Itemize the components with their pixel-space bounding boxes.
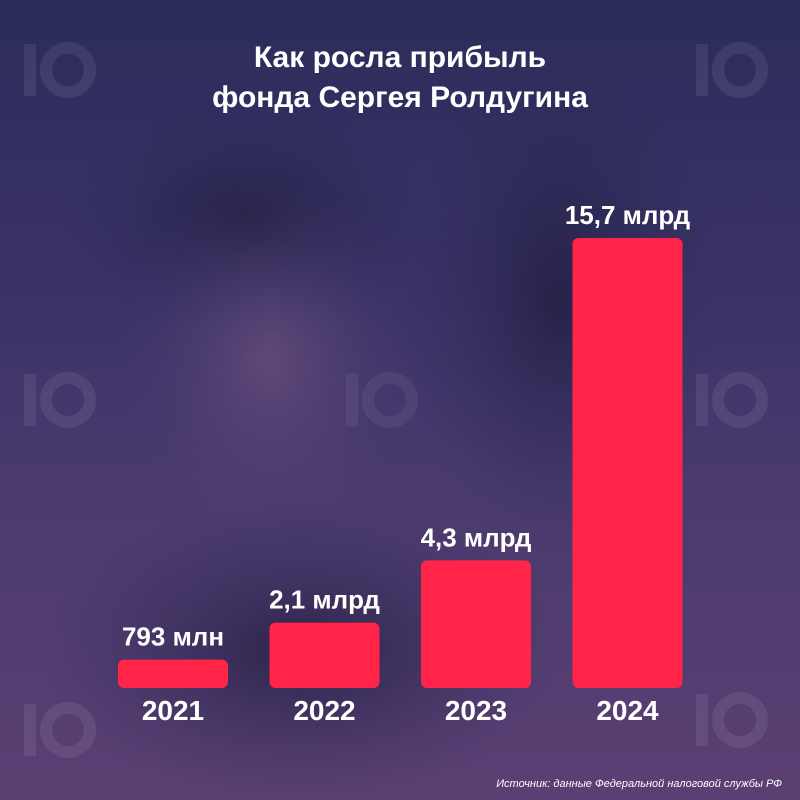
bar-2023 <box>421 560 531 688</box>
bar-2021 <box>118 660 228 688</box>
bar-2022 <box>270 623 380 688</box>
x-tick-label-2024: 2024 <box>596 695 659 726</box>
x-tick-label-2023: 2023 <box>445 695 507 726</box>
data-label-2021: 793 млн <box>122 622 224 652</box>
source-note: Источник: данные Федеральной налоговой с… <box>496 778 782 790</box>
data-label-2022: 2,1 млрд <box>269 585 380 615</box>
x-tick-label-2022: 2022 <box>293 695 355 726</box>
x-tick-label-2021: 2021 <box>142 695 204 726</box>
data-label-2024: 15,7 млрд <box>565 200 691 230</box>
data-label-2023: 4,3 млрд <box>421 522 532 552</box>
bar-2024 <box>573 238 683 688</box>
